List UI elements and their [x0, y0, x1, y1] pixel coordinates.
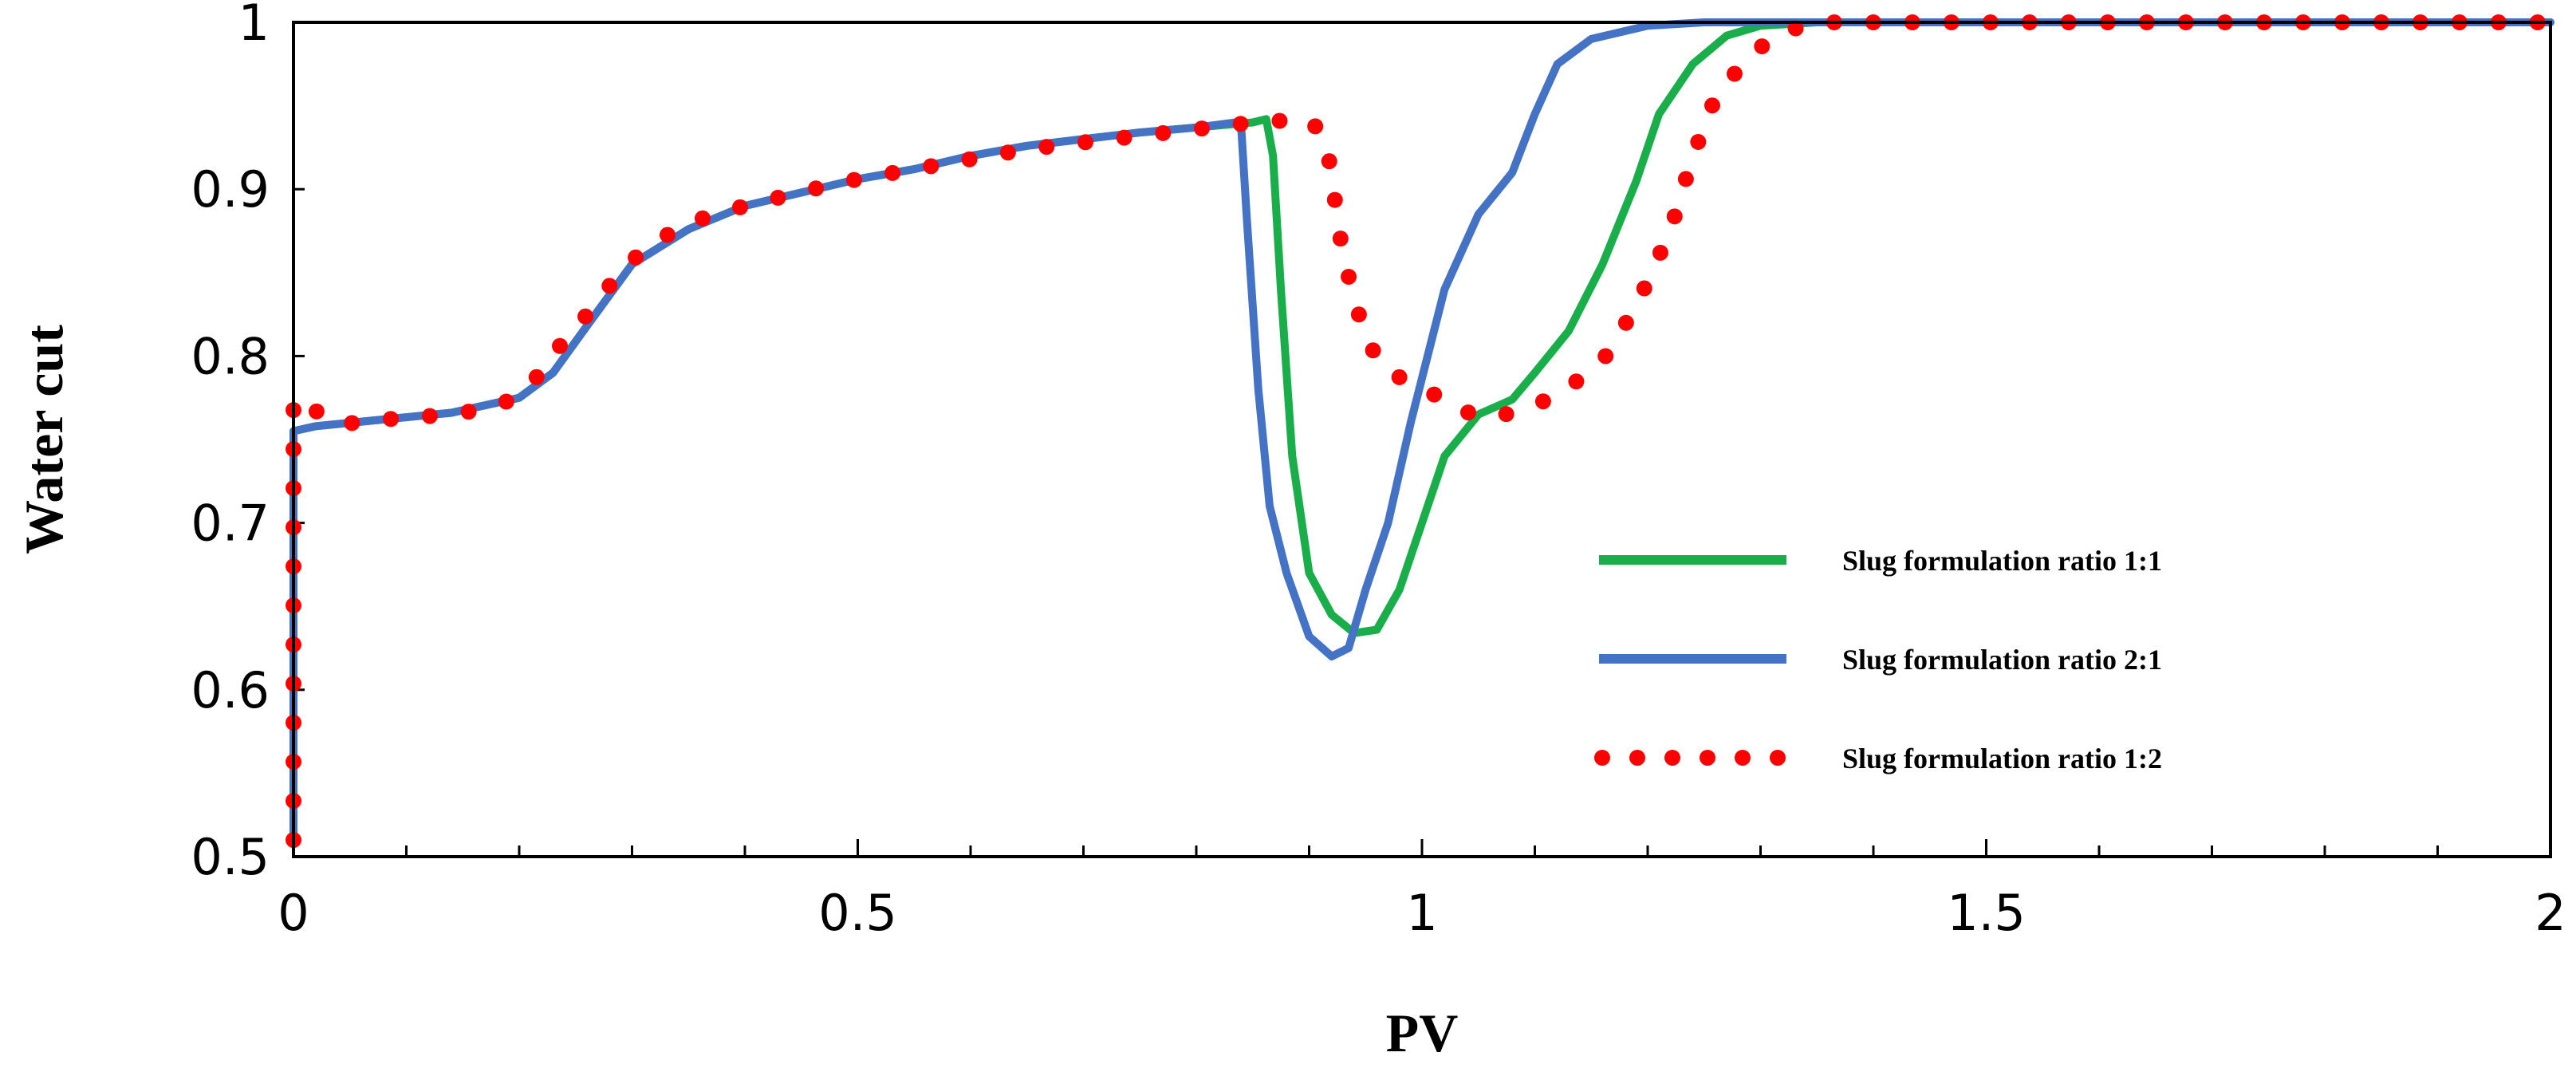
x-axis-title: PV: [1386, 1003, 1459, 1063]
series-line-2: [290, 18, 2554, 845]
y-tick-label: 0.8: [191, 327, 270, 385]
y-tick-label: 0.6: [191, 661, 270, 719]
legend: Slug formulation ratio 1:1 Slug formulati…: [1594, 545, 2162, 774]
x-tick-label: 0: [278, 884, 309, 942]
y-axis-ticks: 0.5 0.6 0.7 0.8 0.9 1: [191, 0, 305, 886]
y-axis-title: Water cut: [14, 325, 74, 554]
legend-label-2: Slug formulation ratio 2:1: [1842, 644, 2162, 676]
x-tick-label: 1: [1406, 884, 1437, 942]
x-tick-label: 2: [2535, 884, 2566, 942]
series-layer: [286, 14, 2558, 849]
plot-area-frame: [292, 21, 2552, 858]
x-tick-label: 1.5: [1947, 884, 2026, 942]
series-line-3: [286, 14, 2558, 849]
y-tick-label: 0.7: [191, 495, 270, 553]
x-axis-ticks: 0 0.5 1 1.5 2: [278, 839, 2566, 942]
legend-label-1: Slug formulation ratio 1:1: [1842, 545, 2162, 577]
y-tick-label: 0.9: [191, 160, 270, 219]
y-tick-label: 1: [238, 0, 270, 52]
series-line-1: [290, 18, 2554, 845]
legend-label-3: Slug formulation ratio 1:2: [1842, 743, 2162, 774]
x-tick-label: 0.5: [818, 884, 897, 942]
y-tick-label: 0.5: [191, 828, 270, 886]
